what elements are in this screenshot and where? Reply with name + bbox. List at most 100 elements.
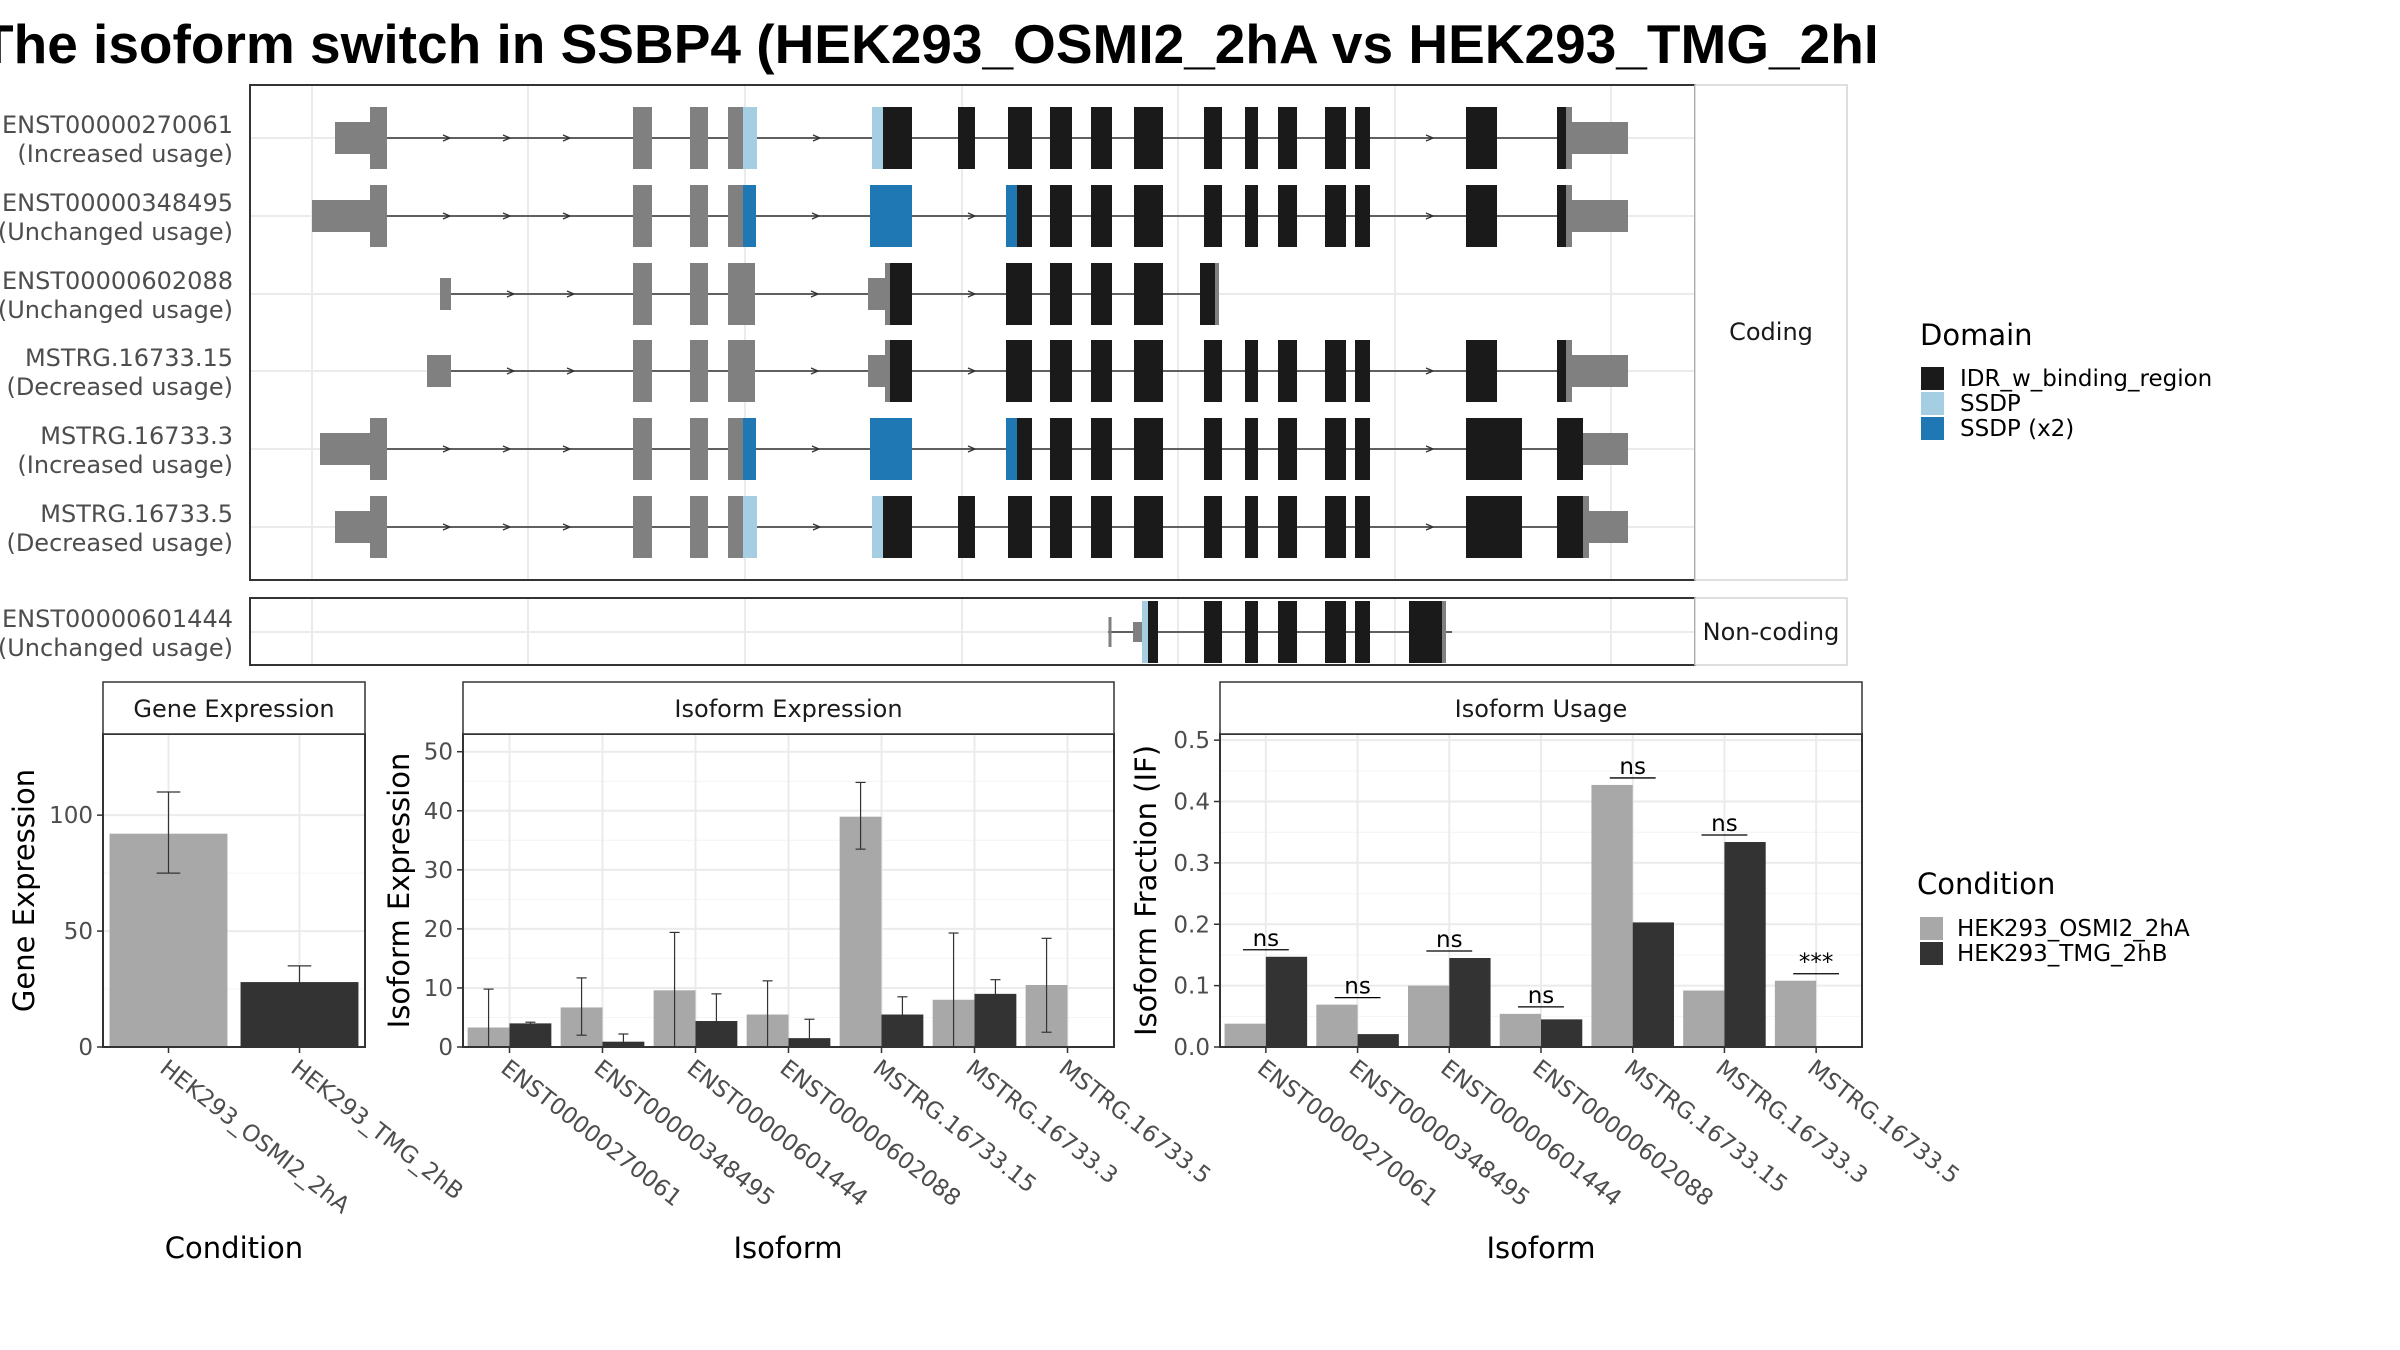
exon-block xyxy=(690,496,708,558)
exon-block xyxy=(1006,340,1032,402)
x-tick-label: ENST00000602088 xyxy=(775,1055,965,1212)
exon-block xyxy=(1091,340,1112,402)
exon-block xyxy=(312,200,370,232)
intron-arrow xyxy=(810,290,820,298)
x-tick-label: MSTRG.16733.15 xyxy=(868,1055,1041,1198)
intron-arrow xyxy=(502,445,512,453)
y-axis-title: Isoform Expression xyxy=(382,753,416,1029)
transcript-usage-label: (Decreased usage) xyxy=(6,529,233,557)
exon-block xyxy=(728,418,743,480)
exon-block xyxy=(1278,496,1297,558)
bar xyxy=(509,1023,552,1047)
transcript-id-label: ENST00000348495 xyxy=(2,189,233,217)
exon-block xyxy=(1134,185,1163,247)
y-axis-title: Gene Expression xyxy=(7,769,41,1012)
exon-block xyxy=(440,278,451,310)
bar xyxy=(1541,1019,1583,1047)
intron-arrow xyxy=(566,290,576,298)
y-tick-label: 50 xyxy=(424,740,453,766)
bar xyxy=(1591,784,1633,1047)
exon-block xyxy=(1557,185,1566,247)
x-tick-label: MSTRG.16733.5 xyxy=(1802,1055,1964,1189)
bar xyxy=(1449,958,1491,1047)
x-tick-label: MSTRG.16733.5 xyxy=(1054,1055,1216,1189)
exon-block xyxy=(1325,496,1346,558)
exon-block xyxy=(1204,418,1222,480)
intron-arrow xyxy=(1425,367,1435,375)
y-tick-label: 0 xyxy=(78,1035,93,1061)
intron-arrow xyxy=(506,290,516,298)
exon-block xyxy=(743,107,757,169)
exon-block xyxy=(1325,185,1346,247)
x-tick-label: ENST00000270061 xyxy=(1252,1055,1442,1212)
y-tick-label: 30 xyxy=(424,858,453,884)
intron-arrow xyxy=(1425,212,1435,220)
exon-block xyxy=(1204,107,1222,169)
exon-block xyxy=(690,185,708,247)
exon-block xyxy=(728,496,743,558)
panel-2: ns ns ns ns ns ns *** Isoform Usage 0.0 0.1 0.2 0.3… xyxy=(1129,681,1964,1265)
exon-block xyxy=(1008,496,1032,558)
intron-arrow xyxy=(1425,445,1435,453)
domain-legend-label: SSDP xyxy=(1960,391,2021,417)
domain-legend-label: SSDP (x2) xyxy=(1960,416,2074,442)
intron-arrow xyxy=(810,367,820,375)
exon-block xyxy=(728,107,743,169)
y-tick-label: 0.0 xyxy=(1173,1035,1210,1061)
exon-block xyxy=(690,418,708,480)
x-tick-label: MSTRG.16733.3 xyxy=(961,1055,1123,1189)
intron-arrow xyxy=(442,212,452,220)
significance-label: ns xyxy=(1711,811,1738,837)
exon-block xyxy=(633,185,652,247)
exon-block xyxy=(1466,107,1497,169)
exon-block xyxy=(890,263,912,325)
significance-label: ns xyxy=(1619,754,1646,780)
bar xyxy=(1774,980,1817,1047)
exon-block xyxy=(1050,107,1072,169)
domain-legend-key xyxy=(1921,367,1944,390)
y-axis-title: Isoform Fraction (IF) xyxy=(1129,745,1163,1036)
exon-block xyxy=(1050,263,1072,325)
exon-block xyxy=(1566,340,1572,402)
transcript-id-label: ENST00000601444 xyxy=(2,605,233,633)
bar xyxy=(1724,842,1766,1047)
condition-legend-key xyxy=(1920,917,1943,940)
exon-block xyxy=(1355,107,1370,169)
intron-arrow xyxy=(442,445,452,453)
exon-block xyxy=(868,278,885,310)
exon-block xyxy=(633,418,652,480)
intron-arrow xyxy=(967,367,977,375)
intron-arrow xyxy=(562,445,572,453)
exon-block xyxy=(958,107,975,169)
exon-block xyxy=(1050,340,1072,402)
noncoding-facet-strip xyxy=(1694,597,1848,666)
exon-block xyxy=(958,496,975,558)
transcript-id-label: MSTRG.16733.15 xyxy=(25,344,233,372)
exon-block xyxy=(743,496,757,558)
intron-arrow xyxy=(442,523,452,531)
exon-block xyxy=(1245,601,1258,663)
coding-facet-strip xyxy=(1694,84,1848,581)
exon-block xyxy=(1278,185,1297,247)
bar xyxy=(1499,1013,1541,1047)
exon-block xyxy=(1204,496,1222,558)
panel-title: Isoform Expression xyxy=(674,695,902,723)
transcript-id-label: MSTRG.16733.3 xyxy=(40,422,233,450)
intron-arrow xyxy=(967,445,977,453)
exon-block xyxy=(1245,418,1258,480)
exon-block xyxy=(1278,418,1297,480)
exon-block xyxy=(370,496,387,558)
x-axis-title: Condition xyxy=(165,1231,303,1265)
y-tick-label: 0.4 xyxy=(1173,790,1210,816)
bar-chart-panels: Gene Expression050100HEK293_OSMI2_2hAHEK… xyxy=(7,681,1964,1265)
exon-block xyxy=(1134,496,1163,558)
transcript-usage-label: (Increased usage) xyxy=(17,451,233,479)
exon-block xyxy=(1278,107,1297,169)
exon-block xyxy=(1200,263,1215,325)
exon-block xyxy=(1050,185,1072,247)
y-tick-label: 0.1 xyxy=(1173,974,1210,1000)
bar xyxy=(1224,1023,1266,1047)
exon-block xyxy=(870,418,912,480)
domain-legend-key xyxy=(1921,392,1944,415)
exon-block xyxy=(1245,107,1258,169)
